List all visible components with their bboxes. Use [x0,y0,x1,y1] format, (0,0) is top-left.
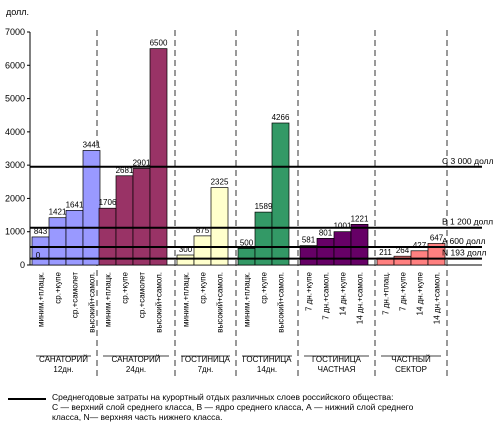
value-label: 0 [36,251,41,260]
value-label: 1641 [66,200,84,209]
value-label: 500 [240,238,254,247]
value-label: 211 [379,248,392,257]
reference-line-label: B 1 200 долл [442,217,493,227]
value-label: 581 [302,236,316,245]
bar [254,211,273,266]
bar [333,231,352,266]
bar [82,150,101,266]
value-label: 1589 [255,202,273,211]
bar [193,235,212,266]
y-tick-label: 2000 [5,193,25,203]
group-label: ЧАСТНАЯ [318,365,356,374]
category-label: ср.+купе [260,271,269,303]
y-tick-label: 5000 [5,94,25,104]
value-label: 6500 [150,39,168,48]
value-label: 4266 [272,113,290,122]
legend-line-swatch [8,398,46,400]
category-label: высокий+самол. [277,272,286,333]
y-tick-label: 0 [20,260,25,270]
bar [115,175,134,266]
category-label: ср.+купе [54,271,63,303]
bar [350,224,369,266]
category-label: миним.+плацк. [182,272,191,327]
group-label: 14дн. [257,365,277,374]
reference-lines: C 3 000 долл B 1 200 долл A 600 долл N 193 … [30,156,494,260]
value-label: 843 [34,227,48,236]
category-label: 14 дн.+купе [339,271,348,315]
value-label: 2901 [133,158,151,167]
value-label: 300 [179,245,193,254]
bar [299,245,318,266]
bar [316,237,335,266]
category-label: миним.+плацк. [243,272,252,327]
group-label: ГОСТИНИЦА [312,355,362,364]
bar [132,168,151,266]
category-label: 7 дн.+плац. [382,272,391,315]
group-label: САНАТОРИЙ [111,355,160,364]
y-tick-label: 3000 [5,160,25,170]
y-tick-label: 1000 [5,227,25,237]
category-label: 14 дн.+купе [416,271,425,315]
legend-text: Среднегодовые затраты на курортный отдых… [52,392,492,422]
category-label: 7 дн.+купе [305,271,314,311]
category-label: миним.+плацк. [37,272,46,327]
legend-line-3: класса, N— верхняя часть нижнего класса. [52,412,223,422]
value-label: 647 [430,233,444,242]
value-label: 801 [319,228,333,237]
bar [210,187,229,266]
category-label: 7 дн.+самол. [322,272,331,320]
bar [393,255,412,266]
value-label: 1221 [351,214,369,223]
group-label: СЕКТОР [395,365,427,374]
reference-line-label: N 193 долл [442,248,487,258]
y-axis-label: долл. [6,7,29,17]
category-label: ср.+самолет [138,272,147,318]
y-tick-label: 6000 [5,60,25,70]
reference-line-label: A 600 долл [442,236,486,246]
category-label: высокий+самол. [88,272,97,333]
bar [427,243,446,266]
category-label: ср.+купе [121,271,130,303]
value-label: 3441 [83,140,101,149]
bar [31,236,50,266]
group-label: ГОСТИНИЦА [242,355,292,364]
category-label: 14 дн.+самол. [433,272,442,324]
group-label: ГОСТИНИЦА [181,355,231,364]
reference-line-label: C 3 000 долл [442,156,494,166]
category-label: высокий+самол. [216,272,225,333]
value-label: 427 [413,241,427,250]
category-label: высокий+самол. [155,272,164,333]
bar [271,122,290,266]
category-label: ср.+самолет [71,272,80,318]
value-label: 2681 [116,166,134,175]
group-label: САНАТОРИЙ [39,355,88,364]
value-label: 1001 [334,222,352,231]
bar [65,210,84,266]
category-label: ср.+купе [199,271,208,303]
y-tick-label: 4000 [5,127,25,137]
group-label: 7дн. [198,365,214,374]
bar [176,254,195,266]
legend-line-1: Среднегодовые затраты на курортный отдых… [52,392,394,402]
y-tick-label: 7000 [5,27,25,37]
value-label: 2325 [211,178,229,187]
category-label: 7 дн.+купе [399,271,408,311]
bar [237,248,256,266]
bar [149,48,168,266]
value-label: 264 [396,246,410,255]
bars [31,48,446,266]
group-label: 12дн. [53,365,73,374]
category-label: 14 дн.+самол. [356,272,365,324]
group-label: ЧАСТНЫЙ [391,355,431,364]
value-label: 875 [196,226,210,235]
labels: 843 миним.+плацк. 1421 ср.+купе 1641 ср.+само… [34,39,444,374]
group-label: 24дн. [126,365,146,374]
value-label: 1706 [99,198,117,207]
value-label: 1421 [49,208,67,217]
category-label: миним.+плацк. [104,272,113,327]
legend-line-2: С — верхний слой среднего класса, В — яд… [52,402,414,412]
bar [98,207,117,266]
